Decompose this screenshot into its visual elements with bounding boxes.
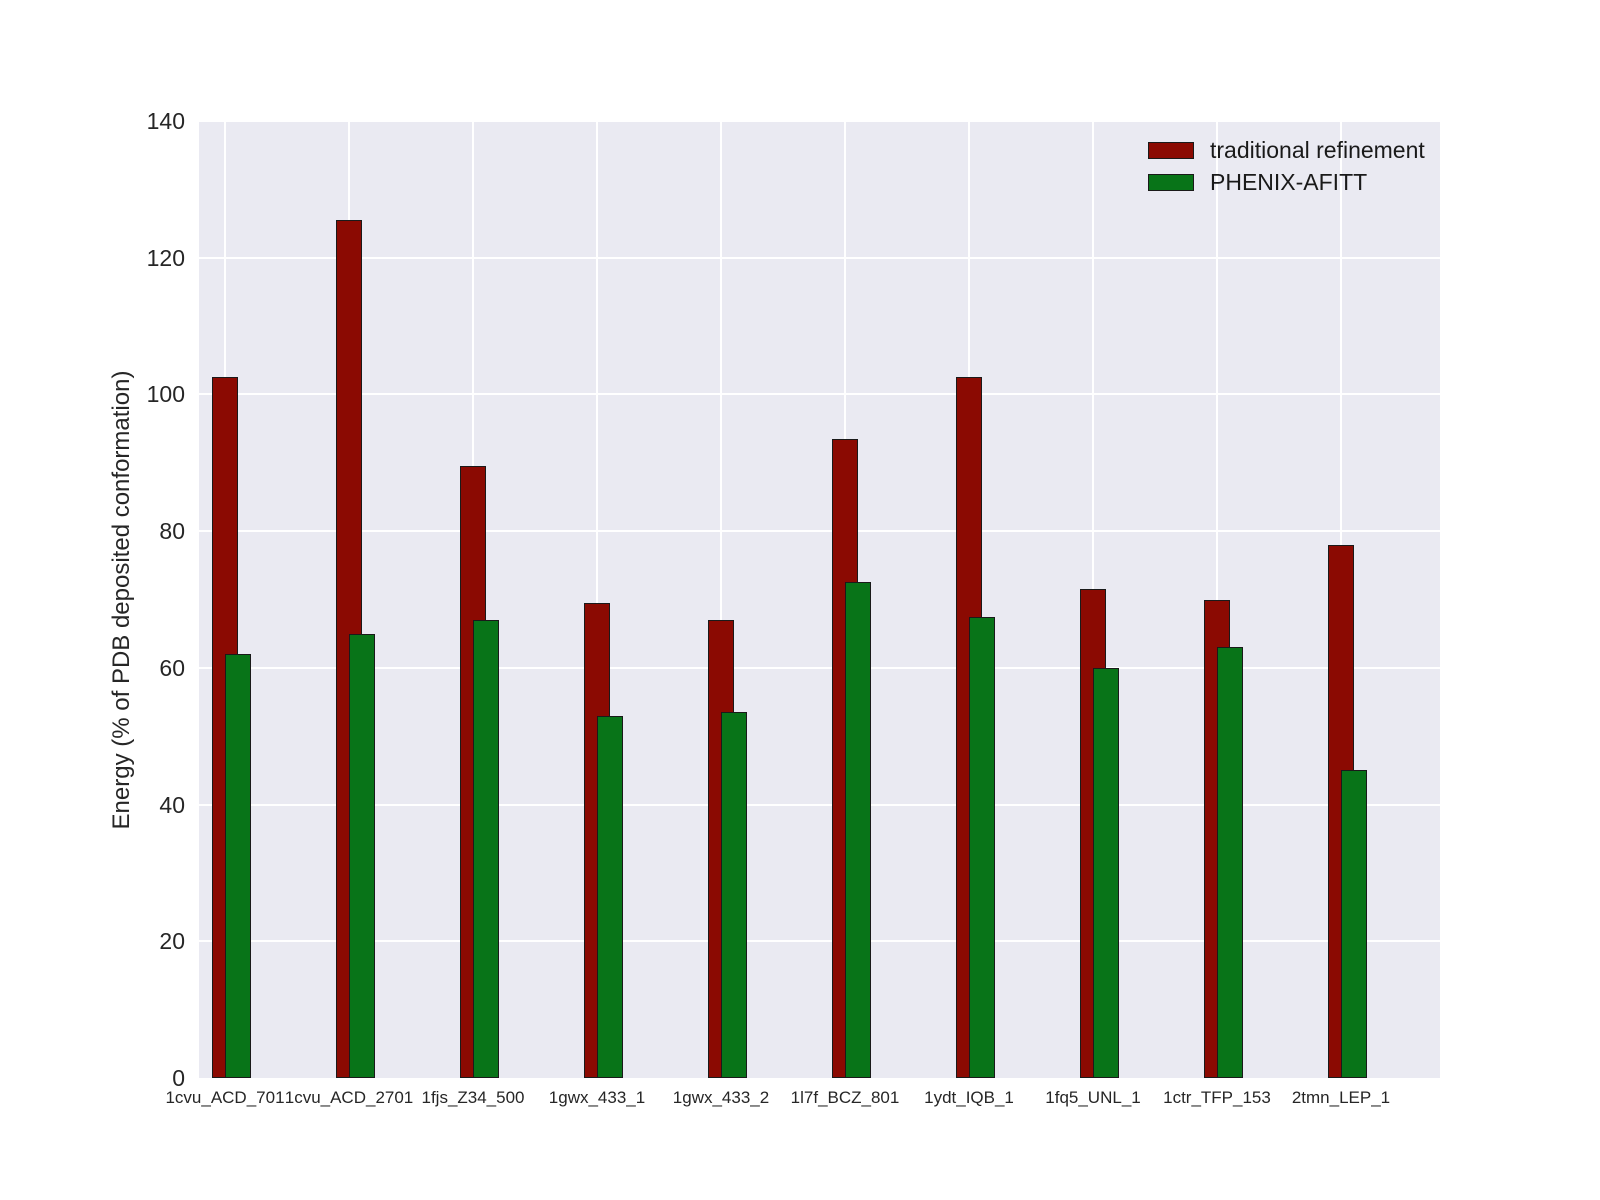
y-tick-label-0: 0: [172, 1065, 185, 1091]
legend-swatch-traditional-refinement: [1148, 141, 1194, 159]
legend-label-traditional-refinement: traditional refinement: [1210, 136, 1425, 163]
gridline-y-100: [199, 393, 1440, 396]
legend-row-phenix-afitt: PHENIX-AFITT: [1148, 166, 1425, 198]
y-tick-label-20: 20: [159, 928, 185, 955]
x-tick-label-1gwx-433-1: 1gwx_433_1: [548, 1088, 646, 1107]
gridline-y-60: [199, 666, 1440, 669]
gridline-y-140: [199, 120, 1440, 122]
y-tick-label-140: 140: [146, 108, 185, 134]
legend-label-phenix-afitt: PHENIX-AFITT: [1210, 168, 1368, 195]
y-tick-label-80: 80: [159, 518, 185, 545]
x-tick-label-1ctr-tfp-153: 1ctr_TFP_153: [1163, 1088, 1271, 1107]
y-tick-label-120: 120: [146, 244, 185, 271]
x-tick-label-1l7f-bcz-801: 1l7f_BCZ_801: [790, 1088, 900, 1107]
y-axis-title: Energy (% of PDB deposited conformation): [108, 370, 135, 830]
y-tick-label-40: 40: [159, 791, 185, 818]
bar-phenix-afitt-1cvu-acd-2701: [349, 633, 375, 1078]
bar-phenix-afitt-1gwx-433-1: [597, 715, 623, 1078]
x-tick-label-1cvu-acd-701: 1cvu_ACD_701: [165, 1088, 285, 1107]
bar-phenix-afitt-1ctr-tfp-153: [1217, 647, 1243, 1078]
gridline-y-80: [199, 530, 1440, 533]
bar-phenix-afitt-1ydt-iqb-1: [969, 616, 995, 1078]
y-tick-label-100: 100: [146, 381, 185, 408]
legend-row-traditional-refinement: traditional refinement: [1148, 134, 1425, 166]
gridline-y-40: [199, 803, 1440, 806]
bar-phenix-afitt-1cvu-acd-701: [225, 654, 251, 1078]
x-tick-label-1fq5-unl-1: 1fq5_UNL_1: [1045, 1088, 1141, 1107]
bar-phenix-afitt-1l7f-bcz-801: [845, 582, 871, 1078]
y-tick-label-60: 60: [159, 654, 185, 681]
plot-area: [199, 120, 1440, 1078]
gridline-y-20: [199, 940, 1440, 943]
bar-phenix-afitt-1gwx-433-2: [721, 712, 747, 1078]
x-tick-label-1ydt-iqb-1: 1ydt_IQB_1: [924, 1088, 1014, 1107]
x-tick-label-1fjs-z34-500: 1fjs_Z34_500: [421, 1088, 525, 1107]
bar-phenix-afitt-1fjs-z34-500: [473, 620, 499, 1078]
gridline-y-120: [199, 256, 1440, 259]
x-tick-label-1gwx-433-2: 1gwx_433_2: [672, 1088, 770, 1107]
gridline-x-1gwx-433-2: [720, 121, 722, 1078]
x-tick-label-2tmn-lep-1: 2tmn_LEP_1: [1291, 1088, 1391, 1107]
bar-phenix-afitt-2tmn-lep-1: [1341, 770, 1367, 1078]
legend: traditional refinement PHENIX-AFITT: [1148, 134, 1425, 198]
legend-swatch-phenix-afitt: [1148, 173, 1194, 191]
x-tick-label-1cvu-acd-2701: 1cvu_ACD_2701: [284, 1088, 414, 1107]
gridline-x-1gwx-433-1: [596, 121, 598, 1078]
bar-phenix-afitt-1fq5-unl-1: [1093, 667, 1119, 1078]
